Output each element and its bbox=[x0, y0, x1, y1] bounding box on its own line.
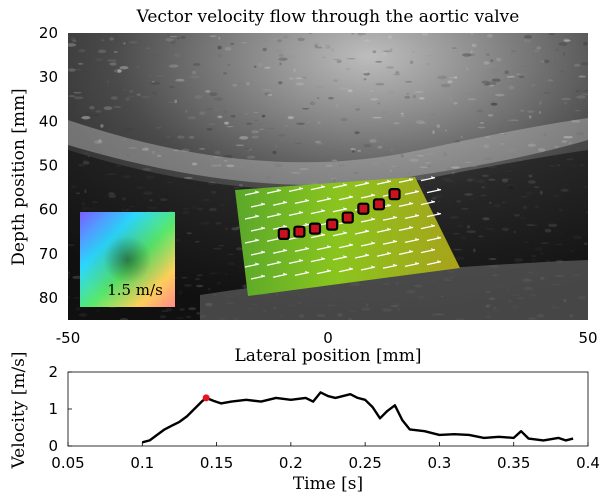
top-x-tick-label: 50 bbox=[578, 329, 597, 347]
tracking-marker bbox=[308, 222, 322, 235]
bottom-y-tick-label: 0 bbox=[48, 437, 58, 455]
top-y-axis-label: Depth position [mm] bbox=[9, 88, 29, 265]
top-x-axis-label: Lateral position [mm] bbox=[234, 346, 421, 366]
ultrasound-image: 1.5 m/s bbox=[68, 33, 588, 320]
tracking-marker bbox=[293, 225, 306, 238]
top-y-tick-label: 50 bbox=[39, 156, 58, 174]
top-y-tick-label: 30 bbox=[39, 68, 58, 86]
tracking-marker bbox=[357, 202, 370, 215]
bottom-x-tick-label: 0.3 bbox=[427, 454, 451, 472]
velocity-highlight-point bbox=[202, 394, 210, 402]
top-chart-title: Vector velocity flow through the aortic … bbox=[136, 7, 520, 27]
top-y-tick-label: 70 bbox=[39, 245, 58, 263]
bottom-x-tick-label: 0.1 bbox=[130, 454, 154, 472]
colorwheel-label: 1.5 m/s bbox=[107, 281, 163, 299]
tracking-marker bbox=[388, 188, 401, 201]
tracking-marker bbox=[372, 198, 386, 211]
bottom-x-tick-label: 0.2 bbox=[279, 454, 303, 472]
flow-region bbox=[235, 177, 460, 296]
bottom-axes: 0.05 0.1 0.15 0.2 0.25 0.3 0.35 0.4 0 1 2 bbox=[48, 363, 599, 472]
bottom-y-tick-label: 1 bbox=[48, 400, 58, 418]
tracking-marker bbox=[326, 218, 339, 231]
tracking-markers bbox=[277, 188, 401, 240]
bottom-plot-area bbox=[67, 371, 589, 447]
bottom-x-tick-label: 0.35 bbox=[497, 454, 530, 472]
velocity-colorwheel: 1.5 m/s bbox=[80, 212, 175, 307]
bottom-y-axis-label: Velocity [m/s] bbox=[9, 351, 29, 469]
top-y-tick-label: 80 bbox=[39, 289, 58, 307]
top-x-tick-label: -50 bbox=[56, 329, 81, 347]
bottom-y-tick-label: 2 bbox=[48, 363, 58, 381]
top-axes: -50 0 50 20 30 40 50 60 70 80 bbox=[39, 24, 598, 347]
tracking-marker bbox=[341, 211, 354, 224]
top-x-tick-label: 0 bbox=[323, 329, 333, 347]
bottom-x-axis-label: Time [s] bbox=[293, 474, 363, 494]
tracking-marker bbox=[277, 227, 290, 240]
bottom-x-tick-label: 0.05 bbox=[51, 454, 84, 472]
bottom-x-tick-label: 0.25 bbox=[348, 454, 381, 472]
top-y-tick-label: 40 bbox=[39, 112, 58, 130]
bottom-x-tick-label: 0.4 bbox=[576, 454, 600, 472]
velocity-series-line bbox=[142, 391, 574, 444]
bottom-x-tick-label: 0.15 bbox=[200, 454, 233, 472]
top-y-tick-label: 20 bbox=[39, 24, 58, 42]
top-y-tick-label: 60 bbox=[39, 201, 58, 219]
